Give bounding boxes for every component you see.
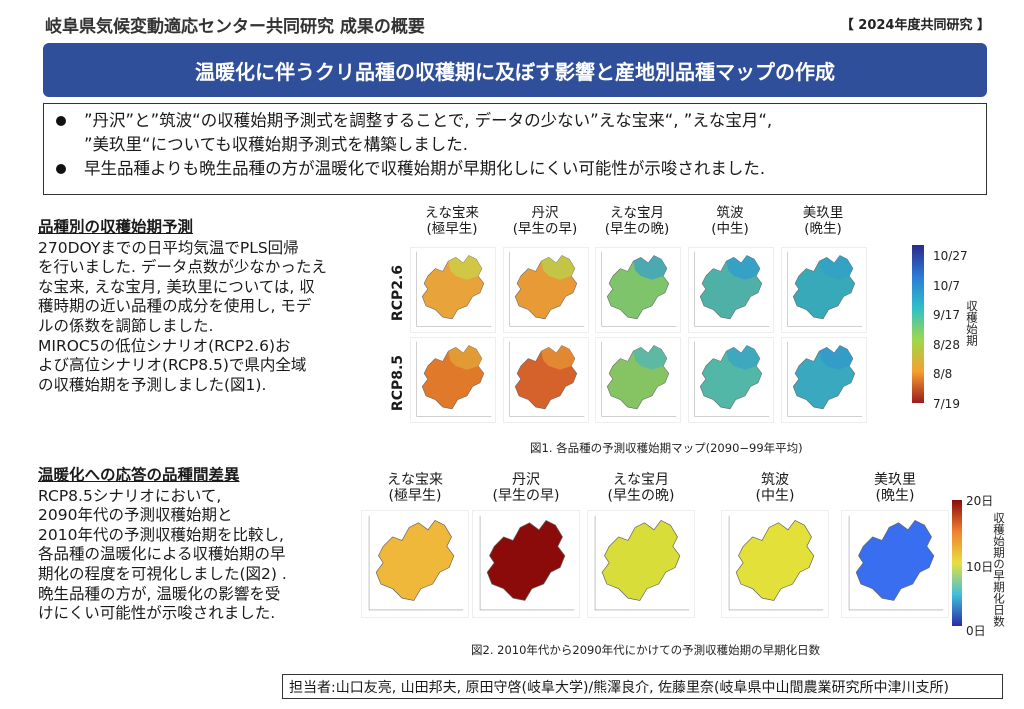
header-title: 岐阜県気候変動適応センター共同研究 成果の概要 xyxy=(45,17,425,37)
colorbar-tick-label: 8/8 xyxy=(933,367,953,381)
section-title: 温暖化への応答の品種間差異 xyxy=(38,466,240,484)
main-title: 温暖化に伴うクリ品種の収穫期に及ぼす影響と産地別品種マップの作成 xyxy=(195,59,835,84)
summary-bullet: ”丹沢”と”筑波“の収穫始期予測式を調整することで, データの少ない”えな宝来“… xyxy=(56,109,976,157)
gifu-map-graphic xyxy=(416,341,492,417)
colorbar-fig1 xyxy=(912,245,924,403)
colorbar-tick-label: 7/19 xyxy=(933,396,960,411)
gifu-map-graphic xyxy=(728,515,824,611)
variety-label: 丹沢 (早生の早) xyxy=(512,205,578,237)
variety-label: えな宝月 (早生の晩) xyxy=(604,205,670,237)
variety-map xyxy=(410,337,496,423)
footer-text: 担当者:山口友亮, 山田邦夫, 原田守啓(岐阜大学)/熊澤良介, 佐藤里奈(岐阜… xyxy=(289,679,949,696)
gifu-map-graphic xyxy=(601,251,677,327)
variety-label: えな宝来 (極早生) xyxy=(387,472,443,504)
variety-label: えな宝来 (極早生) xyxy=(425,205,479,237)
year-tag: 【 2024年度共同研究 】 xyxy=(840,18,990,33)
summary-bullet-text: 早生品種よりも晩生品種の方が温暖化で収穫始期が早期化しにくい可能性が示唆されまし… xyxy=(84,159,766,178)
early-days-map xyxy=(472,510,580,618)
row-label: RCP2.6 xyxy=(390,264,406,322)
variety-label: 筑波 (中生) xyxy=(755,472,795,504)
summary-box: ”丹沢”と”筑波“の収穫始期予測式を調整することで, データの少ない”えな宝来“… xyxy=(43,103,987,195)
section-variety-prediction: 品種別の収穫始期予測 270DOYまでの日平均気温でPLS回帰 を行いました. … xyxy=(38,218,368,395)
colorbar-tick-label: 10日 xyxy=(966,560,994,574)
variety-label: 筑波 (中生) xyxy=(711,205,749,237)
variety-map xyxy=(781,247,867,333)
figure-caption: 図2. 2010年代から2090年代にかけての予測収穫始期の早期化日数 xyxy=(471,643,821,657)
footer-credits: 担当者:山口友亮, 山田邦夫, 原田守啓(岐阜大学)/熊澤良介, 佐藤里奈(岐阜… xyxy=(282,674,1003,699)
colorbar-fig2 xyxy=(952,500,962,626)
figure-1: えな宝来 (極早生) 丹沢 (早生の早) えな宝月 (早生の晩) 筑波 (中生) 美玖里… xyxy=(380,205,980,460)
colorbar-title: 収穫始期の早期化日数 xyxy=(992,512,1006,627)
variety-label: 丹沢 (早生の早) xyxy=(492,472,560,504)
gifu-map-graphic xyxy=(479,515,575,611)
variety-map xyxy=(503,247,589,333)
colorbar-tick-label: 10/27 xyxy=(933,249,968,263)
gifu-map-graphic xyxy=(368,515,464,611)
variety-map xyxy=(410,247,496,333)
gifu-map-graphic xyxy=(594,515,690,611)
variety-label: 美玖里 (晩生) xyxy=(802,205,844,237)
section-body: 270DOYまでの日平均気温でPLS回帰 を行いました. データ点数が少なかった… xyxy=(38,238,327,394)
row-label: RCP8.5 xyxy=(390,354,406,412)
figure-caption: 図1. 各品種の予測収穫始期マップ(2090−99年平均) xyxy=(530,441,803,455)
colorbar-tick-label: 9/17 xyxy=(933,308,960,322)
gifu-map-graphic xyxy=(509,251,585,327)
main-title-banner: 温暖化に伴うクリ品種の収穫期に及ぼす影響と産地別品種マップの作成 xyxy=(43,43,987,97)
colorbar-tick-label: 8/28 xyxy=(933,337,960,352)
section-title: 品種別の収穫始期予測 xyxy=(38,218,194,236)
variety-map xyxy=(503,337,589,423)
early-days-map xyxy=(361,510,469,618)
colorbar-tick-label: 10/7 xyxy=(933,278,960,293)
gifu-map-graphic xyxy=(787,251,863,327)
gifu-map-graphic xyxy=(694,341,770,417)
variety-map xyxy=(595,247,681,333)
summary-bullet: 早生品種よりも晩生品種の方が温暖化で収穫始期が早期化しにくい可能性が示唆されまし… xyxy=(56,157,976,181)
colorbar-tick-label: 20日 xyxy=(966,494,994,508)
bullet-icon xyxy=(56,164,66,174)
gifu-map-graphic xyxy=(601,341,677,417)
gifu-map-graphic xyxy=(416,251,492,327)
gifu-map-graphic xyxy=(694,251,770,327)
figure-2: えな宝来 (極早生) 丹沢 (早生の早) えな宝月 (早生の晩) 筑波 (中生) 美玖里… xyxy=(355,472,1015,662)
early-days-map xyxy=(721,510,829,618)
colorbar-title: 収穫始期 xyxy=(965,300,979,346)
variety-map xyxy=(781,337,867,423)
colorbar-tick-label: 0日 xyxy=(966,624,986,638)
early-days-map xyxy=(587,510,695,618)
bullet-icon xyxy=(56,116,66,126)
variety-map xyxy=(688,337,774,423)
variety-map xyxy=(688,247,774,333)
gifu-map-graphic xyxy=(509,341,585,417)
variety-map xyxy=(595,337,681,423)
early-days-map xyxy=(841,510,949,618)
variety-label: えな宝月 (早生の晩) xyxy=(607,472,675,504)
summary-bullet-text: ”丹沢”と”筑波“の収穫始期予測式を調整することで, データの少ない”えな宝来“… xyxy=(84,111,773,154)
section-body: RCP8.5シナリオにおいて, 2090年代の予測収穫始期と 2010年代の予測… xyxy=(38,486,287,623)
variety-label: 美玖里 (晩生) xyxy=(874,472,916,504)
gifu-map-graphic xyxy=(787,341,863,417)
gifu-map-graphic xyxy=(848,515,944,611)
section-variety-difference: 温暖化への応答の品種間差異 RCP8.5シナリオにおいて, 2090年代の予測収… xyxy=(38,466,368,624)
